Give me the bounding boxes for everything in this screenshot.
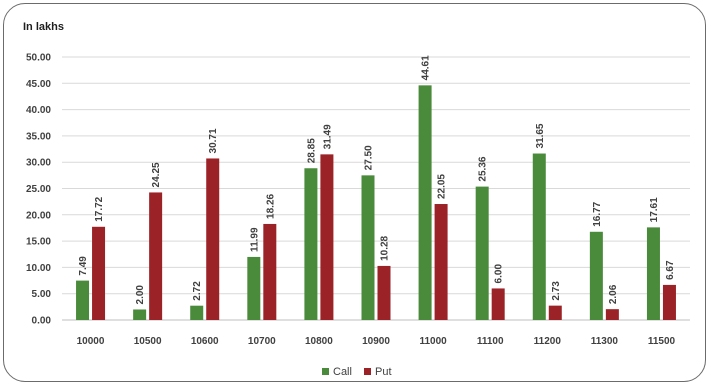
y-tick-label: 40.00 — [26, 105, 51, 116]
data-label-put: 2.06 — [608, 284, 619, 304]
data-label-call: 2.72 — [192, 281, 203, 301]
bar-put — [434, 204, 448, 320]
y-tick-label: 10.00 — [26, 263, 51, 274]
x-tick-label: 11100 — [477, 336, 504, 347]
x-tick-label: 10600 — [191, 336, 219, 347]
y-tick-label: 20.00 — [26, 210, 51, 221]
x-tick-label: 10000 — [77, 336, 105, 347]
data-label-call: 7.49 — [78, 256, 89, 276]
bar-put — [662, 284, 676, 320]
data-label-put: 17.72 — [94, 196, 105, 221]
bar-call — [418, 85, 432, 320]
bar-put — [149, 192, 163, 320]
data-label-put: 30.71 — [208, 128, 219, 153]
legend-swatch-put — [364, 368, 371, 375]
data-label-put: 22.05 — [437, 174, 448, 199]
x-tick-label: 11000 — [419, 336, 447, 347]
bar-call — [304, 168, 318, 320]
legend: Call Put — [322, 366, 392, 378]
data-label-put: 10.28 — [380, 235, 391, 260]
legend-swatch-call — [322, 368, 329, 375]
y-tick-label: 35.00 — [26, 131, 51, 142]
bar-put — [206, 158, 220, 320]
x-tick-label: 10800 — [305, 336, 333, 347]
bar-call — [76, 280, 90, 320]
data-label-call: 2.00 — [135, 285, 146, 305]
bar-put — [605, 309, 619, 320]
bar-put — [377, 265, 391, 320]
bar-put — [548, 305, 562, 320]
bar-call — [133, 309, 147, 320]
y-tick-label: 50.00 — [26, 53, 51, 64]
bars: 7.49 17.72 2.00 24.25 2.72 30.71 11.99 18.26 28.… — [76, 55, 676, 320]
bar-call — [361, 175, 375, 320]
y-tick-label: 15.00 — [26, 237, 51, 248]
data-label-put: 18.26 — [265, 193, 276, 218]
legend-label-call: Call — [333, 366, 352, 378]
bar-put — [92, 226, 106, 320]
x-tick-label: 10500 — [134, 336, 162, 347]
x-tick-label: 10900 — [362, 336, 390, 347]
bar-call — [190, 305, 204, 320]
data-label-call: 25.36 — [478, 156, 489, 181]
y-tick-label: 0.00 — [32, 316, 52, 327]
x-tick-label: 11500 — [648, 336, 676, 347]
bar-put — [263, 223, 277, 320]
unit-label: In lakhs — [23, 21, 64, 33]
x-tick-label: 10700 — [248, 336, 276, 347]
data-label-put: 6.00 — [494, 264, 505, 284]
chart-frame — [3, 3, 706, 382]
data-label-call: 11.99 — [249, 227, 260, 252]
data-label-call: 16.77 — [592, 201, 603, 226]
bar-call — [589, 231, 603, 320]
data-label-call: 27.50 — [364, 145, 375, 170]
y-tick-label: 25.00 — [26, 184, 51, 195]
bar-call — [475, 186, 489, 320]
y-tick-label: 5.00 — [32, 289, 52, 300]
data-label-put: 24.25 — [151, 162, 162, 187]
y-tick-label: 30.00 — [26, 158, 51, 169]
data-label-put: 31.49 — [322, 124, 333, 149]
data-label-put: 6.67 — [665, 260, 676, 280]
bar-call — [247, 256, 261, 320]
bar-put — [491, 288, 505, 320]
data-label-call: 31.65 — [535, 123, 546, 148]
data-label-call: 44.61 — [421, 55, 432, 80]
bar-call — [646, 227, 660, 320]
x-tick-label: 11200 — [534, 336, 562, 347]
x-tick-label: 11300 — [591, 336, 619, 347]
y-axis: 0.00 5.00 10.00 15.00 20.00 25.00 30.00 35.00 40… — [26, 53, 51, 327]
bar-put — [320, 154, 334, 320]
gridlines — [62, 56, 690, 321]
x-axis: 10000 10500 10600 10700 10800 10900 11000 11100… — [77, 336, 676, 347]
bar-call — [532, 153, 546, 320]
legend-label-put: Put — [375, 366, 392, 378]
data-label-call: 17.61 — [649, 197, 660, 222]
data-label-call: 28.85 — [306, 138, 317, 163]
data-label-put: 2.73 — [551, 281, 562, 301]
y-tick-label: 45.00 — [26, 79, 51, 90]
